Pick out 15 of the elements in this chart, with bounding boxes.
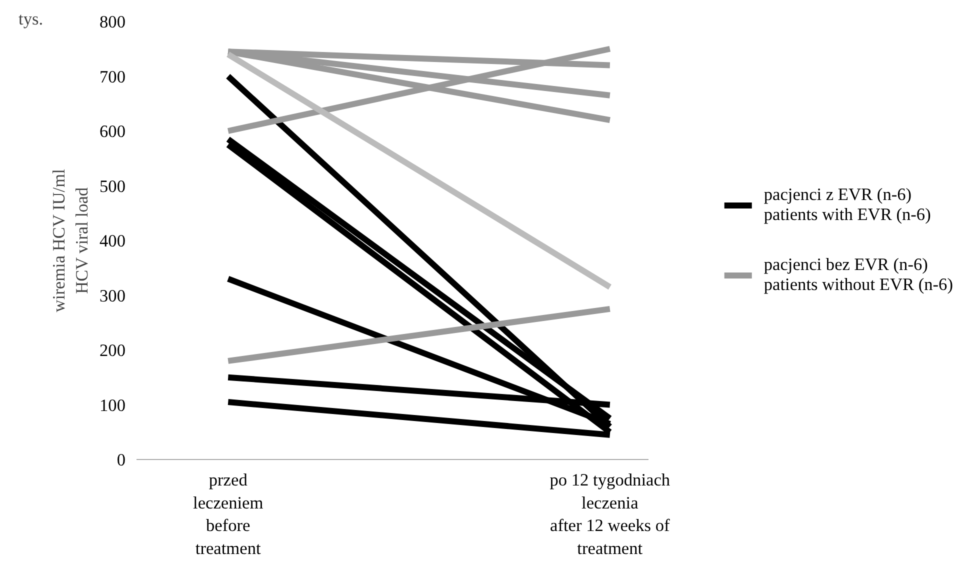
x-tick-label: przed leczeniem before treatment	[193, 470, 264, 558]
y-tick-label: 0	[116, 450, 126, 470]
y-tick-label: 600	[100, 122, 126, 141]
y-tick-label: 100	[100, 396, 126, 415]
y-tick-label: 700	[100, 67, 126, 86]
legend-label: pacjenci bez EVR (n-6) patients without EVR (n-6)	[764, 255, 953, 295]
x-tick-label: po 12 tygodniach leczenia after 12 weeks of treatment	[550, 470, 670, 558]
y-tick-label: 400	[100, 232, 126, 250]
text: tys.	[18, 10, 44, 28]
y-tick-label: 300	[100, 286, 126, 306]
y-axis-title: wiremia HCV IU/ml HCV viral load	[50, 168, 92, 312]
legend-label: pacjenci z EVR (n-6) patients with EVR (n-6)	[764, 185, 931, 225]
y-tick-label: 200	[100, 341, 126, 360]
y-tick-label: 500	[100, 176, 126, 196]
y-tick-label: 800	[100, 12, 126, 32]
